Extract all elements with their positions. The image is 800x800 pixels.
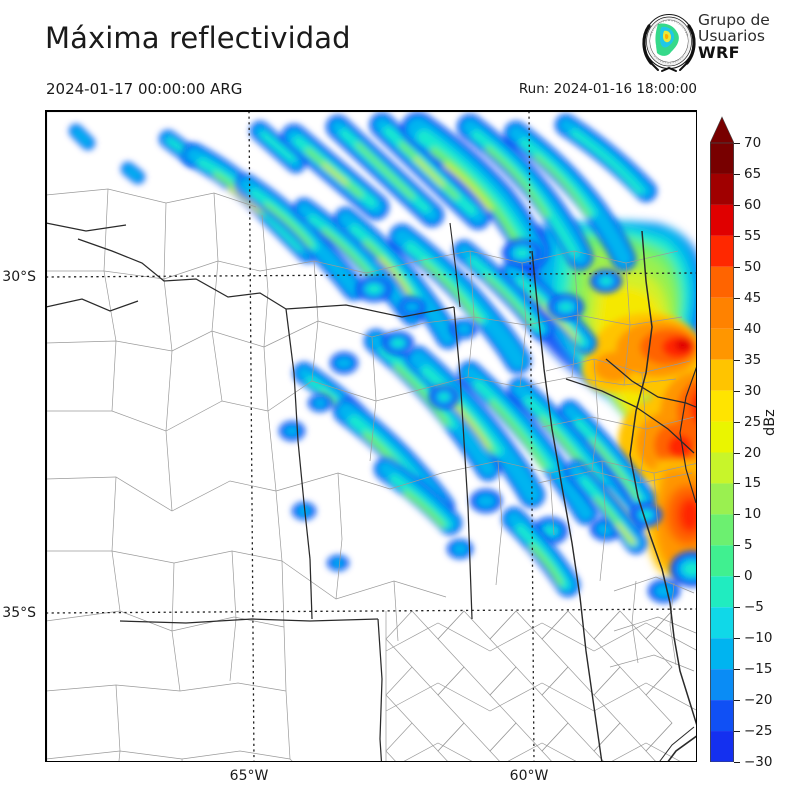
logo-line-3: WRF — [698, 42, 740, 62]
cb-label-25: 25 — [744, 413, 762, 430]
wrf-globe-emblem-icon — [640, 12, 698, 74]
cb-label-0: 0 — [744, 568, 753, 585]
xtick-label-60w: 60°W — [509, 768, 549, 784]
cb-label-35: 35 — [744, 351, 762, 368]
page-title: Máxima reflectividad — [45, 21, 351, 55]
cb-label-40: 40 — [744, 320, 762, 337]
xtick-label-65w: 65°W — [229, 768, 269, 784]
ytick-label-30s: 30°S — [2, 269, 36, 285]
cb-label-neg15: −15 — [744, 661, 773, 678]
cb-label-10: 10 — [744, 506, 762, 523]
cb-label-45: 45 — [744, 289, 762, 306]
map-plot-area — [45, 110, 697, 762]
cb-label-70: 70 — [744, 135, 762, 151]
colorbar-axis-label: dBz — [762, 409, 778, 436]
colorbar: 70 65 60 55 50 45 40 35 30 25 20 15 10 5… — [710, 110, 773, 770]
cb-label-30: 30 — [744, 382, 762, 399]
logo-line-1: Grupo de — [698, 11, 770, 29]
wrf-user-group-logo: Grupo de Usuarios WRF — [640, 12, 795, 74]
cb-label-neg10: −10 — [744, 630, 773, 647]
logo-line-2: Usuarios — [698, 26, 765, 45]
cb-label-neg30: −30 — [744, 754, 773, 770]
cb-label-20: 20 — [744, 444, 762, 461]
department-boundaries — [46, 188, 696, 761]
cb-label-50: 50 — [744, 258, 762, 275]
reflectivity-field — [69, 112, 696, 603]
logo-text-block: Grupo de Usuarios WRF — [698, 11, 770, 62]
valid-time-label: 2024-01-17 00:00:00 ARG — [46, 80, 243, 98]
cb-label-neg20: −20 — [744, 692, 773, 709]
ytick-label-35s: 35°S — [2, 605, 36, 621]
cb-label-65: 65 — [744, 165, 762, 182]
province-borders — [46, 222, 696, 761]
cb-label-15: 15 — [744, 475, 762, 492]
cb-label-60: 60 — [744, 196, 762, 213]
lat-lon-graticule — [46, 111, 696, 761]
model-run-label: Run: 2024-01-16 18:00:00 — [518, 81, 697, 97]
cb-label-5: 5 — [744, 537, 753, 554]
cb-label-55: 55 — [744, 227, 762, 244]
cb-label-neg5: −5 — [744, 599, 764, 616]
cb-label-neg25: −25 — [744, 723, 773, 740]
